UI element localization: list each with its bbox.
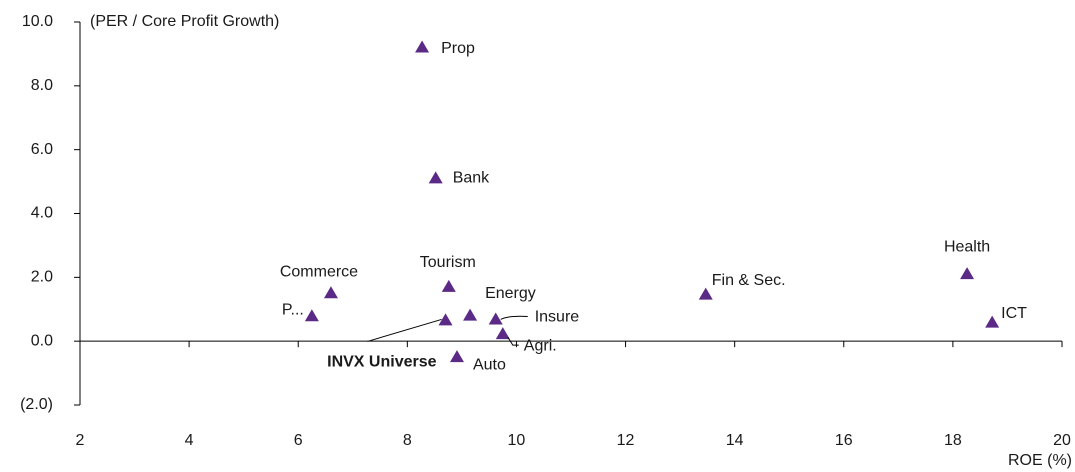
x-axis-label: ROE (%) [1008, 452, 1072, 469]
y-tick-label: 4.0 [31, 205, 53, 222]
x-tick-label: 16 [835, 432, 853, 449]
point [698, 287, 713, 300]
point-label: Fin & Sec. [712, 272, 786, 289]
point [495, 327, 510, 340]
y-tick-label: 2.0 [31, 269, 53, 286]
point-label: Bank [453, 170, 490, 187]
y-tick-label: 6.0 [31, 141, 53, 158]
leader-line [507, 336, 519, 346]
x-tick-label: 6 [294, 432, 303, 449]
point-label: Commerce [280, 264, 358, 281]
x-tick-label: 20 [1053, 432, 1071, 449]
x-tick-label: 8 [403, 432, 412, 449]
point-label: Energy [485, 285, 536, 302]
point-label: Tourism [420, 254, 476, 271]
leader-line [500, 315, 528, 320]
y-tick-label: 8.0 [31, 77, 53, 94]
point [463, 308, 478, 321]
point [960, 267, 975, 280]
x-tick-label: 2 [76, 432, 85, 449]
point [415, 40, 430, 53]
point-label: INVX Universe [327, 354, 436, 371]
x-tick-label: 4 [185, 432, 194, 449]
point [304, 309, 319, 322]
annotation: (PER / Core Profit Growth) [90, 13, 279, 30]
x-tick-label: 18 [944, 432, 962, 449]
point-label: Insure [535, 309, 580, 326]
point [488, 312, 503, 325]
x-tick-label: 14 [726, 432, 744, 449]
point [323, 286, 338, 299]
point-label: Auto [473, 356, 506, 373]
x-tick-label: 12 [617, 432, 635, 449]
y-tick-label: (2.0) [20, 396, 53, 413]
point-label: Prop [441, 40, 475, 57]
point [441, 279, 456, 292]
y-tick-label: 10.0 [22, 13, 53, 30]
x-tick-label: 10 [508, 432, 526, 449]
point-label: Health [944, 238, 990, 255]
point-label: ICT [1001, 305, 1027, 322]
point [985, 315, 1000, 328]
point [438, 313, 453, 326]
point [449, 350, 464, 363]
leader-line [367, 318, 442, 342]
point [428, 171, 443, 184]
y-tick-label: 0.0 [31, 332, 53, 349]
point-label: P... [282, 301, 304, 318]
point-label: Agri. [524, 337, 557, 354]
